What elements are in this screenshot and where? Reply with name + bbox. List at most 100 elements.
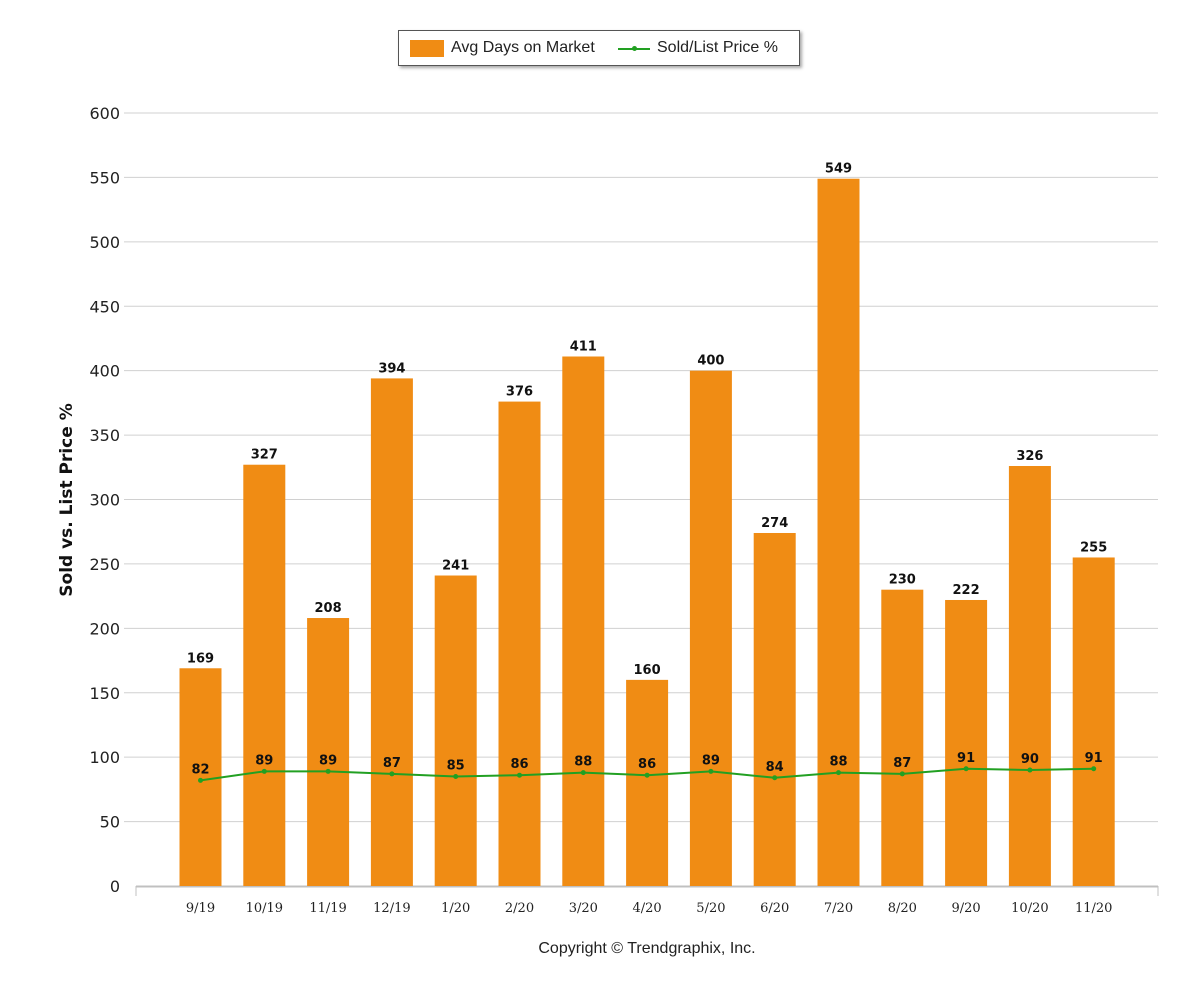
x-tick-label: 9/20: [951, 901, 980, 916]
bar-value-label: 274: [761, 516, 788, 531]
line-value-label: 84: [766, 760, 784, 775]
bar-value-label: 394: [378, 361, 405, 376]
y-axis-ticks: 0 50 100 150 200 250 300 350 400 450 500 550 600: [89, 104, 120, 896]
line-value-label: 89: [319, 753, 337, 768]
line-point: [708, 768, 714, 774]
y-tick-label: 400: [89, 362, 120, 381]
x-tick-label: 2/20: [505, 901, 534, 916]
bar-value-label: 400: [697, 354, 724, 369]
x-tick-label: 10/19: [246, 901, 283, 916]
line-value-label: 91: [957, 751, 975, 766]
bar-value-label: 327: [251, 448, 278, 463]
line-point: [517, 772, 522, 778]
line-point: [325, 768, 331, 774]
line-value-label: 88: [574, 755, 592, 770]
x-tick-label: 3/20: [569, 901, 598, 916]
line-value-label: 89: [255, 753, 273, 768]
bar-value-label: 241: [442, 559, 469, 574]
bar: [307, 618, 350, 886]
line-value-label: 89: [702, 753, 720, 768]
line-point: [836, 770, 841, 776]
bar-data-labels: 169 327 208 394 241 376 411 160 400 274 549 230 222 3…: [187, 162, 1107, 678]
gridlines: [124, 112, 1158, 823]
x-axis-ticks: 9/19 10/19 11/19 12/19 1/20 2/20 3/20 4/20 5/20 6…: [186, 901, 1113, 916]
y-tick-label: 500: [89, 233, 120, 252]
line-value-label: 91: [1085, 751, 1103, 766]
line-value-label: 86: [510, 757, 528, 772]
line-data-labels: 82 89 89 87 85 86 88 86 89 84 88 87 91 90 91: [191, 751, 1102, 778]
bar-value-label: 160: [634, 663, 661, 678]
bar: [434, 575, 477, 886]
line-point: [1091, 766, 1097, 772]
legend-line-label: Sold/List Price %: [657, 39, 778, 56]
x-tick-label: 10/20: [1011, 901, 1048, 916]
line-value-label: 88: [829, 755, 847, 770]
y-tick-label: 200: [89, 619, 120, 638]
x-tick-label: 9/19: [186, 901, 215, 916]
y-tick-label: 0: [110, 877, 120, 896]
y-tick-label: 350: [89, 426, 120, 445]
bar: [753, 532, 796, 886]
y-tick-label: 250: [89, 555, 120, 574]
y-tick-label: 600: [89, 104, 120, 123]
line-value-label: 85: [447, 758, 465, 773]
bar: [370, 378, 413, 886]
line-value-label: 82: [191, 762, 209, 777]
line-value-label: 87: [383, 756, 401, 771]
bar-value-label: 169: [187, 651, 214, 666]
bar: [498, 401, 541, 886]
line-value-label: 90: [1021, 752, 1039, 767]
bar: [945, 599, 988, 886]
line-point: [1027, 767, 1033, 773]
line-point: [261, 768, 267, 774]
bar: [1008, 466, 1051, 886]
bar-value-label: 411: [570, 339, 597, 354]
line-point: [899, 771, 905, 777]
x-tick-label: 1/20: [441, 901, 470, 916]
x-tick-label: 11/20: [1075, 901, 1112, 916]
y-tick-label: 550: [89, 168, 120, 187]
line-point: [963, 766, 969, 772]
x-tick-label: 6/20: [760, 901, 789, 916]
bar: [817, 178, 860, 886]
bar-series: [179, 178, 1115, 887]
bar: [881, 589, 924, 886]
y-tick-label: 50: [100, 813, 120, 832]
copyright-text: Copyright © Trendgraphix, Inc.: [538, 940, 756, 957]
bar: [562, 356, 605, 886]
bar: [689, 370, 732, 887]
x-axis: [135, 885, 1159, 896]
bar-value-label: 376: [506, 385, 533, 400]
bar-value-label: 230: [889, 573, 916, 588]
bar: [1072, 557, 1115, 886]
bar: [626, 679, 669, 886]
y-tick-label: 300: [89, 491, 120, 510]
bar-value-label: 255: [1080, 540, 1107, 555]
bar: [179, 668, 222, 886]
x-tick-label: 4/20: [632, 901, 661, 916]
line-point: [453, 773, 459, 779]
legend-bar-swatch: [410, 40, 444, 57]
y-tick-label: 100: [89, 748, 120, 767]
y-tick-label: 450: [89, 297, 120, 316]
x-tick-label: 11/19: [309, 901, 346, 916]
x-tick-label: 7/20: [824, 901, 853, 916]
bar-value-label: 326: [1016, 449, 1043, 464]
legend-line-marker: [632, 46, 637, 51]
bar-value-label: 549: [825, 162, 852, 177]
bar: [243, 464, 286, 886]
line-point: [772, 775, 778, 781]
line-point: [389, 771, 395, 777]
line-point: [580, 770, 586, 776]
y-axis-title: Sold vs. List Price %: [57, 403, 77, 597]
legend-bar-label: Avg Days on Market: [451, 39, 595, 56]
line-point: [198, 777, 203, 783]
line-series: [198, 766, 1097, 783]
bar-value-label: 208: [315, 601, 342, 616]
legend: Avg Days on Market Sold/List Price %: [398, 30, 800, 66]
bar-value-label: 222: [953, 583, 980, 598]
x-tick-label: 8/20: [888, 901, 917, 916]
y-tick-label: 150: [89, 684, 120, 703]
line-point: [644, 772, 650, 778]
